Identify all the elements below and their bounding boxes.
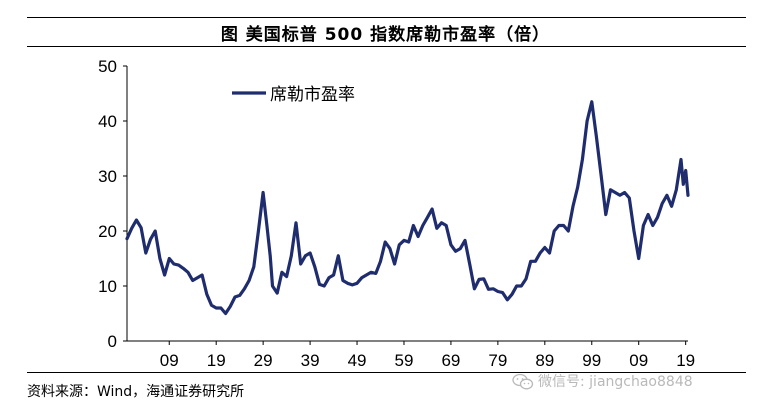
line-chart: 0 10 20 30 40 50 09 19 29 39 49 59 69 79 89 99 09 19 席勒市盈率	[98, 57, 695, 370]
bottom-rule	[27, 372, 746, 373]
y-tick-label: 10	[98, 277, 117, 296]
source-note: 资料来源：Wind，海通证券研究所	[27, 384, 245, 400]
series-line-shiller-pe	[125, 100, 690, 316]
wechat-icon	[512, 373, 534, 390]
x-tick-label: 99	[582, 351, 601, 370]
x-tick-label: 39	[301, 351, 320, 370]
watermark: 微信号: jiangchao8848	[512, 371, 693, 391]
top-rule	[27, 17, 746, 18]
x-tick-label: 69	[441, 351, 460, 370]
y-tick-label: 0	[108, 332, 117, 351]
y-tick-label: 50	[98, 57, 117, 76]
y-tick-label: 40	[98, 112, 117, 131]
x-tick-label: 19	[207, 351, 226, 370]
y-tick-label: 20	[98, 222, 117, 241]
x-tick-label: 89	[535, 351, 554, 370]
x-tick-label: 79	[488, 351, 507, 370]
x-tick-label: 19	[676, 351, 695, 370]
watermark-text: 微信号: jiangchao8848	[538, 374, 693, 390]
x-tick-label: 29	[254, 351, 273, 370]
chart-title: 图 美国标普 500 指数席勒市盈率（倍）	[220, 25, 551, 45]
x-tick-label: 09	[160, 351, 179, 370]
legend-label: 席勒市盈率	[270, 85, 355, 104]
title-rule	[27, 46, 746, 47]
y-tick-label: 30	[98, 167, 117, 186]
x-tick-label: 49	[348, 351, 367, 370]
x-tick-label: 09	[629, 351, 648, 370]
x-tick-label: 59	[395, 351, 414, 370]
